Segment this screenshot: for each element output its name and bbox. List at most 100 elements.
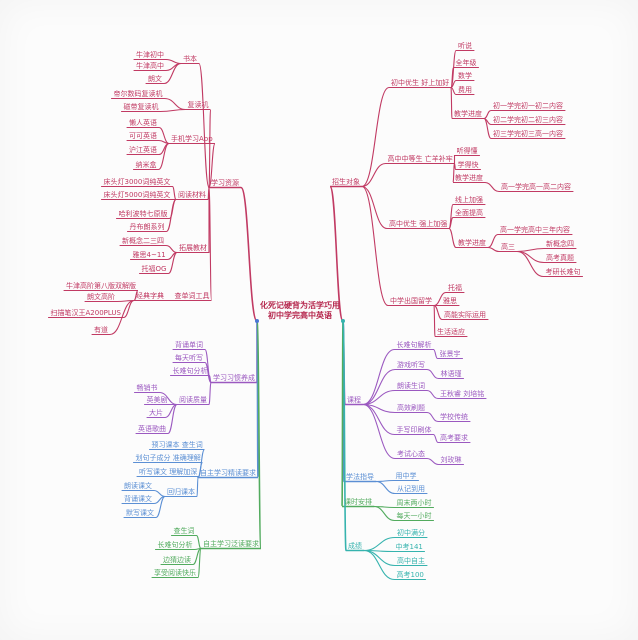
- mindmap-node-feiyong[interactable]: 费用: [458, 85, 472, 94]
- mindmap-node-ymj[interactable]: 英美剧: [146, 395, 168, 404]
- mindmap-node-xxxg[interactable]: 学习习惯养成: [213, 373, 255, 382]
- mindmap-node-ctd5[interactable]: 床头灯5000词纯英文: [103, 190, 171, 199]
- mindmap-node-c2[interactable]: 初二学完初二初三内容: [493, 115, 563, 124]
- mindmap-node-tkd[interactable]: 听得懂: [456, 146, 478, 155]
- mindmap-node-shuxue[interactable]: 数学: [458, 71, 472, 80]
- mindmap-node-lyj[interactable]: 林语瑾: [440, 369, 462, 378]
- mindmap-node-jxjd1[interactable]: 教学进度: [454, 109, 482, 118]
- mindmap-node-kssp[interactable]: 课时安排: [344, 497, 372, 506]
- mindmap-node-cj[interactable]: 成绩: [348, 541, 362, 550]
- mindmap-node-txkw[interactable]: 听写课文 理解加深: [139, 467, 198, 476]
- mindmap-node-namihe[interactable]: 纳米盒: [135, 160, 157, 169]
- mindmap-node-bskw[interactable]: 背诵课文: [124, 494, 152, 503]
- mindmap-node-fd[interactable]: 自主学习泛读要求: [203, 539, 259, 548]
- mindmap-node-c3[interactable]: 初三学完初三高一内容: [493, 129, 563, 138]
- mindmap-node-lwgj[interactable]: 朗文高阶: [87, 292, 115, 301]
- mindmap-node-mxkw[interactable]: 默写课文: [126, 508, 154, 517]
- mindmap-node-ksxt[interactable]: 考试心态: [397, 449, 425, 458]
- mindmap-node-cidai[interactable]: 磁带复读机: [123, 102, 159, 111]
- mindmap-node-cxs[interactable]: 畅销书: [136, 383, 158, 392]
- mindmap-node-njcz[interactable]: 牛津初中: [136, 50, 164, 59]
- mindmap-node-cnjjx[interactable]: 长难句解析: [396, 340, 432, 349]
- mindmap-node-smb[interactable]: 扫描笔汉王A200PLUS: [50, 308, 122, 317]
- mindmap-node-lw[interactable]: 朗文: [148, 74, 162, 83]
- mindmap-node-xdk[interactable]: 学得快: [457, 160, 479, 169]
- mindmap-node-zsdx[interactable]: 招生对象: [332, 177, 360, 186]
- mindmap-node-qnj[interactable]: 全年级: [455, 58, 477, 67]
- mindmap-node-gzzz[interactable]: 高中自主: [397, 556, 425, 565]
- mindmap-node-gzzds[interactable]: 高中中等生 亡羊补牢: [387, 154, 453, 163]
- mindmap-node-ldsc[interactable]: 朗读生词: [397, 381, 425, 390]
- mindmap-node-zjy[interactable]: 张景宇: [439, 349, 461, 358]
- mindmap-node-ydcl[interactable]: 阅读材料: [178, 190, 206, 199]
- mindmap-node-zk141[interactable]: 中考141: [395, 542, 423, 551]
- mindmap-node-gkzt[interactable]: 高考真题: [546, 253, 574, 262]
- mindmap-node-jxjd3[interactable]: 教学进度: [458, 238, 486, 247]
- mindmap-node-gaosan[interactable]: 高三: [501, 242, 515, 251]
- mindmap-node-hali[interactable]: 哈利波特七原版: [118, 209, 168, 218]
- mindmap-node-yasi[interactable]: 雅思: [443, 296, 457, 305]
- mindmap-node-gk100[interactable]: 高考100: [396, 570, 424, 579]
- mindmap-node-njgj[interactable]: 牛津高阶第八版双解版: [66, 281, 136, 290]
- mindmap-node-yygq[interactable]: 英语歌曲: [138, 424, 166, 433]
- mindmap-node-kycnj[interactable]: 考研长难句: [545, 267, 581, 276]
- mindmap-node-njgz[interactable]: 牛津高中: [136, 61, 164, 70]
- mindmap-node-gnsjyy[interactable]: 高能实际运用: [444, 310, 486, 319]
- mindmap-node-zmlxs[interactable]: 周末两小时: [396, 498, 432, 507]
- mindmap-node-g3n[interactable]: 高一学完高中三年内容: [500, 225, 570, 234]
- mindmap-node-danbl[interactable]: 丹布朗系列: [129, 222, 165, 231]
- mindmap-node-cdc[interactable]: 查单词工具: [174, 291, 210, 300]
- mindmap-node-youdao[interactable]: 有道: [94, 325, 108, 334]
- mindmap-node-c1[interactable]: 初一学完初一初二内容: [493, 101, 563, 110]
- mindmap-node-cglx[interactable]: 中学出国留学: [390, 296, 432, 305]
- mindmap-node-ys411[interactable]: 雅思4~11: [132, 250, 166, 259]
- mindmap-node-gkyq[interactable]: 高考要求: [440, 433, 468, 442]
- mindmap-node-czmf[interactable]: 初中满分: [397, 528, 425, 537]
- mindmap-node-czys[interactable]: 初中优生 好上加好: [391, 78, 450, 87]
- mindmap-node-jdzd[interactable]: 经典字典: [136, 291, 164, 300]
- mindmap-node-sb[interactable]: 书本: [183, 54, 197, 63]
- mindmap-node-bsdc[interactable]: 背诵单词: [175, 340, 203, 349]
- mindmap-node-cjdy[interactable]: 从记到用: [397, 484, 425, 493]
- mindmap-node-jxjd2[interactable]: 教学进度: [455, 173, 483, 182]
- mindmap-node-cnjfx2[interactable]: 长难句分析: [157, 540, 193, 549]
- mindmap-node-cshc[interactable]: 查生词: [173, 526, 195, 535]
- mindmap-node-fdj[interactable]: 复读机: [187, 100, 209, 109]
- mindmap-node-lml[interactable]: 刘玫琳: [440, 455, 462, 464]
- mindmap-node-xgn4[interactable]: 新概念四: [546, 239, 574, 248]
- mindmap-node-ctd3[interactable]: 床头灯3000词纯英文: [103, 177, 171, 186]
- mindmap-node-sxyst[interactable]: 手写印刷体: [396, 425, 432, 434]
- mindmap-node-wqr[interactable]: 王秋睿 刘培铭: [440, 389, 485, 398]
- mindmap-node-dapian[interactable]: 大片: [149, 408, 163, 417]
- mindmap-node-yzx[interactable]: 用中学: [395, 471, 417, 480]
- mindmap-node-bcbd[interactable]: 边猜边读: [163, 555, 191, 564]
- mindmap-node-xfzd[interactable]: 学法指导: [346, 472, 374, 481]
- central-topic[interactable]: 化死记硬背为活学巧用 初中学完高中英语: [257, 300, 343, 322]
- mindmap-node-yxtx[interactable]: 游戏听写: [397, 360, 425, 369]
- mindmap-node-xgn[interactable]: 新概念二三四: [122, 236, 164, 245]
- mindmap-node-ldkw[interactable]: 朗读课文: [124, 481, 152, 490]
- mindmap-node-shsy[interactable]: 生活适应: [437, 327, 465, 336]
- mindmap-node-xsyd[interactable]: 享受阅读快乐: [154, 568, 196, 577]
- mindmap-node-tingshuo[interactable]: 听说: [458, 41, 472, 50]
- mindmap-node-mttx[interactable]: 每天听写: [175, 353, 203, 362]
- mindmap-node-xsjq[interactable]: 线上加强: [455, 195, 483, 204]
- mindmap-node-tuofu[interactable]: 托福: [448, 283, 462, 292]
- mindmap-node-tfog[interactable]: 托福OG: [141, 264, 167, 273]
- mindmap-node-yxkb[interactable]: 预习课本 查生词: [151, 440, 203, 449]
- mindmap-node-g12[interactable]: 高一学完高一高二内容: [501, 182, 571, 191]
- mindmap-node-kc[interactable]: 课程: [347, 395, 361, 404]
- mindmap-node-app[interactable]: 手机学习App: [171, 134, 213, 143]
- mindmap-node-cnjfx[interactable]: 长难句分析: [172, 366, 208, 375]
- mindmap-node-jd[interactable]: 自主学习精读要求: [200, 468, 256, 477]
- mindmap-node-dier[interactable]: 帝尔数码复读机: [113, 89, 163, 98]
- mindmap-node-tzjc[interactable]: 拓展教材: [179, 243, 207, 252]
- mindmap-node-keke[interactable]: 可可英语: [129, 131, 157, 140]
- mindmap-node-mtyxs[interactable]: 每天一小时: [396, 511, 432, 520]
- mindmap-node-hjzcf[interactable]: 划句子成分 准确理解: [135, 453, 201, 462]
- mindmap-node-hujiang[interactable]: 沪江英语: [129, 145, 157, 154]
- mindmap-node-hgkb[interactable]: 回归课本: [167, 487, 195, 496]
- mindmap-node-gzys[interactable]: 高中优生 强上加强: [389, 219, 448, 228]
- mindmap-node-ydzl[interactable]: 阅读质量: [179, 395, 207, 404]
- mindmap-node-lanren[interactable]: 懒人英语: [129, 118, 157, 127]
